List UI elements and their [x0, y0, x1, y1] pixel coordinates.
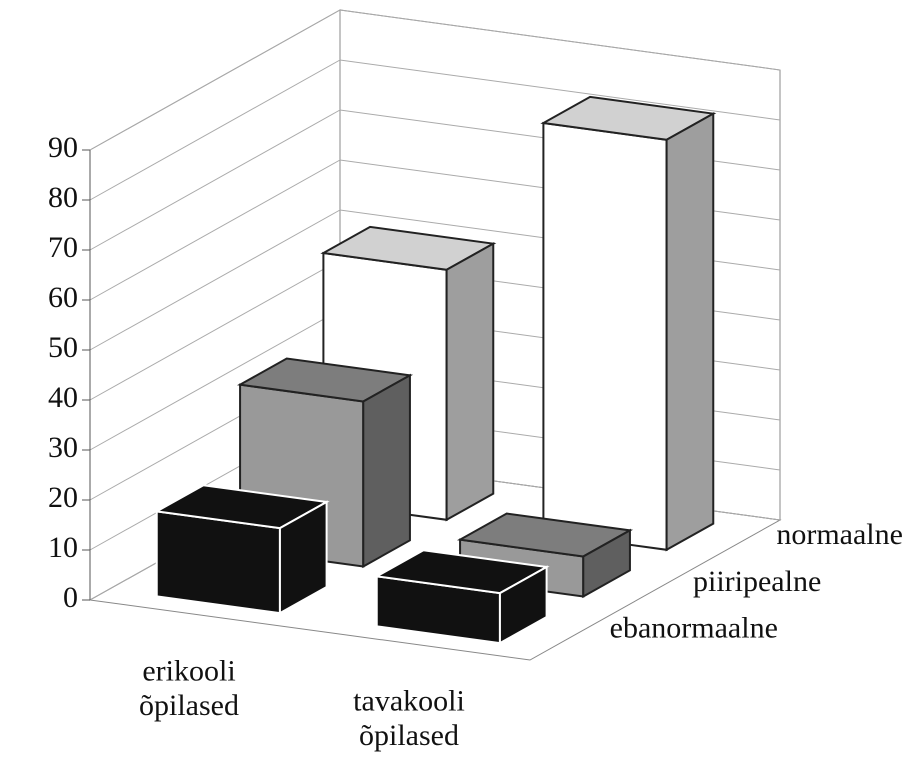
y-tick-label: 30	[48, 431, 78, 464]
y-tick-label: 0	[63, 581, 78, 614]
grid-line	[89, 9, 781, 151]
bar-side	[445, 241, 495, 522]
x-tick-label: erikooli õpilased	[139, 654, 239, 722]
bar-side	[665, 111, 715, 552]
y-tick-label: 90	[48, 131, 78, 164]
series-label: normaalne	[776, 518, 903, 551]
y-tick-label: 40	[48, 381, 78, 414]
y-tick-label: 10	[48, 531, 78, 564]
y-tick-label: 80	[48, 181, 78, 214]
y-tick-label: 70	[48, 231, 78, 264]
bar-side	[362, 373, 411, 569]
bar-side	[278, 500, 328, 615]
bar	[540, 95, 717, 552]
bar	[373, 549, 550, 645]
y-tick-label: 50	[48, 331, 78, 364]
x-tick-label: tavakooli õpilased	[353, 684, 465, 752]
series-label: piiripealne	[693, 565, 821, 598]
bar-side	[582, 528, 631, 599]
bar-front	[542, 121, 668, 551]
y-tick-label: 20	[48, 481, 78, 514]
series-label: ebanormaalne	[610, 612, 778, 645]
y-tick-label: 60	[48, 281, 78, 314]
bar	[153, 484, 330, 615]
grid-line	[89, 59, 781, 201]
bar-side	[498, 565, 548, 645]
